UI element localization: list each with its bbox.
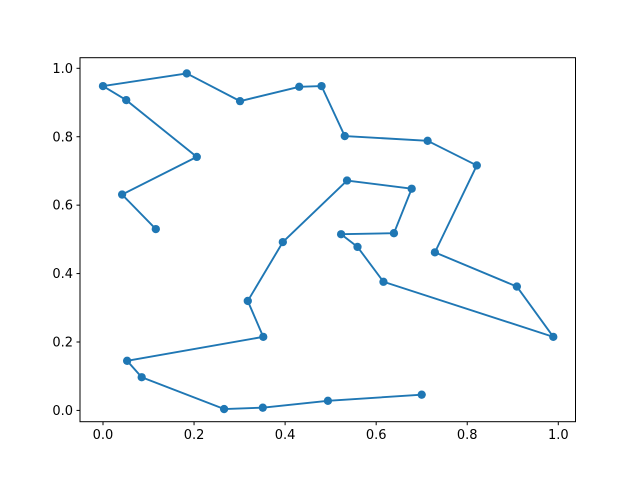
data-point-marker	[472, 161, 481, 170]
data-point-marker	[430, 248, 440, 257]
y-tick-label: 1.0	[52, 62, 73, 77]
data-point-marker	[98, 81, 108, 91]
axes-frame	[79, 57, 576, 423]
data-point-marker	[549, 332, 558, 342]
y-tick-label: 0.2	[52, 336, 73, 351]
data-point-marker	[379, 277, 388, 286]
x-tick-label: 0.4	[275, 428, 296, 443]
x-tick-label: 1.0	[548, 428, 569, 443]
x-tick-label: 0.2	[184, 428, 205, 443]
data-point-marker	[512, 282, 522, 291]
data-point-marker	[122, 95, 131, 105]
data-point-marker	[259, 332, 268, 342]
data-point-marker	[389, 229, 399, 238]
data-point-marker	[317, 81, 326, 91]
data-point-marker	[417, 390, 426, 399]
y-tick-label: 0.4	[52, 267, 73, 282]
data-point-marker	[340, 131, 349, 141]
data-point-marker	[336, 230, 346, 239]
y-tick-label: 0.8	[52, 130, 73, 145]
y-tick-label: 0.0	[52, 404, 73, 419]
data-point-marker	[182, 69, 191, 78]
data-point-marker	[407, 184, 416, 193]
y-tick-label: 0.6	[52, 199, 73, 214]
data-point-marker	[278, 237, 287, 247]
data-point-marker	[117, 190, 127, 199]
x-tick-label: 0.6	[366, 428, 387, 443]
x-tick-label: 0.0	[93, 428, 114, 443]
data-point-marker	[219, 404, 229, 414]
data-point-marker	[295, 82, 304, 91]
data-point-marker	[323, 396, 333, 405]
data-point-marker	[192, 152, 201, 162]
data-point-marker	[235, 97, 245, 106]
data-point-marker	[423, 136, 432, 145]
data-point-marker	[342, 176, 352, 185]
data-point-marker	[243, 296, 252, 306]
data-point-marker	[122, 356, 132, 365]
x-tick-label: 0.8	[457, 428, 478, 443]
data-point-marker	[137, 373, 146, 382]
data-point-marker	[353, 242, 362, 252]
data-point-marker	[151, 224, 160, 234]
data-point-marker	[258, 403, 267, 412]
